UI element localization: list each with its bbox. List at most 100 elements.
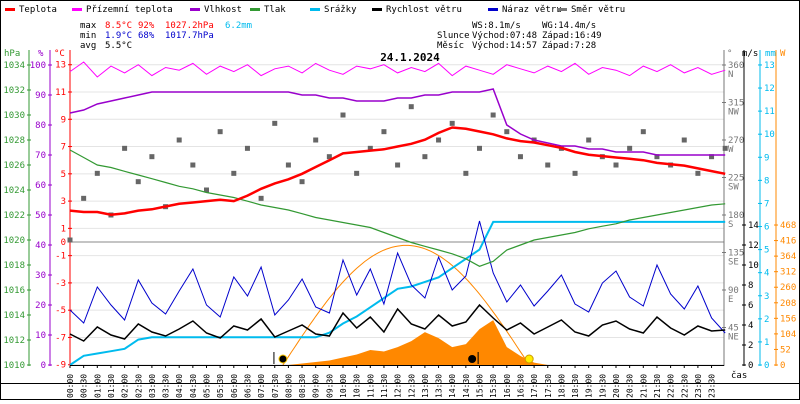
celsius-axis-tick-label: -3	[55, 279, 66, 289]
wind-direction-point	[436, 137, 442, 143]
stat-sun-set: Západ:16:49	[542, 31, 602, 41]
legend-label: Náraz větru	[502, 5, 562, 15]
wind-direction-point	[681, 137, 687, 143]
solar-radiation-area	[70, 320, 726, 365]
rain-axis-tick-label: 6	[764, 223, 769, 233]
wind-direction-point	[586, 137, 592, 143]
x-tick-label: 05:30	[216, 374, 225, 398]
degree-axis-compass-label: NE	[728, 333, 739, 343]
x-tick-label: 15:30	[489, 374, 498, 398]
stat-wg: WG:14.4m/s	[542, 21, 596, 31]
rain-axis-tick-label: 5	[764, 246, 769, 256]
legend: Teplota Přízemní teplota Vlhkost Tlak Srážky…	[5, 5, 625, 15]
x-tick-label: 07:30	[271, 374, 280, 398]
celsius-axis-tick-label: -5	[55, 306, 66, 316]
hpa-axis-tick-label: 1016	[3, 286, 25, 296]
wind-direction-point	[258, 195, 264, 201]
rain-axis-tick-label: 2	[764, 315, 769, 325]
solar-axis-tick-label: 156	[780, 314, 796, 324]
stat-max-label: max	[80, 21, 97, 31]
celsius-axis-tick-label: 11	[55, 88, 66, 98]
solar-axis-tick-label: 260	[780, 283, 796, 293]
wind-axis-tick-label: 14	[748, 221, 759, 231]
wind-direction-point	[122, 145, 128, 151]
legend-swatch	[557, 8, 567, 11]
x-tick-label: 06:00	[230, 374, 239, 398]
x-tick-label: 10:30	[353, 374, 362, 398]
wind-direction-point	[395, 162, 401, 168]
legend-label: Směr větru	[571, 5, 625, 15]
rain-axis-tick-label: 0	[764, 361, 769, 371]
wind-direction-point	[517, 154, 523, 160]
legend-swatch	[372, 8, 382, 11]
celsius-axis-tick-label: 13	[55, 61, 66, 71]
hpa-axis-tick-label: 1012	[3, 336, 25, 346]
solar-axis-tick-label: 364	[780, 252, 796, 262]
rain-axis-tick-label: 8	[764, 176, 769, 186]
x-tick-label: 03:00	[148, 374, 157, 398]
percent-axis-tick-label: 20	[35, 301, 46, 311]
degree-axis-tick-label: 135	[728, 249, 744, 259]
x-tick-label: 13:30	[435, 374, 444, 398]
legend-label: Vlhkost	[204, 5, 242, 15]
hpa-axis-tick-label: 1020	[3, 236, 25, 246]
degree-axis-compass-label: S	[728, 220, 733, 230]
celsius-axis-tick-label: 0	[61, 238, 66, 248]
celsius-axis-tick-label: -7	[55, 333, 66, 343]
solar-axis-tick-label: 416	[780, 237, 796, 247]
x-tick-label: 12:30	[407, 374, 416, 398]
rain-axis-tick-label: 13	[764, 61, 775, 71]
wind-axis-tick-label: 6	[748, 301, 753, 311]
wind-direction-point	[572, 170, 578, 176]
celsius-axis-tick-label: 1	[61, 224, 66, 234]
solar-axis-tick-label: 208	[780, 299, 796, 309]
legend-label: Teplota	[19, 5, 57, 15]
celsius-axis-tick-label: 5	[61, 170, 66, 180]
hpa-axis-unit: hPa	[4, 49, 20, 59]
hpa-axis-tick-label: 1030	[3, 111, 25, 121]
x-tick-label: 11:00	[366, 374, 375, 398]
x-tick-label: 02:00	[121, 374, 130, 398]
solar-axis-tick-label: 312	[780, 268, 796, 278]
pressure-line	[69, 149, 726, 267]
percent-axis-tick-label: 90	[35, 91, 46, 101]
percent-axis-tick-label: 50	[35, 211, 46, 221]
wind-direction-point	[285, 162, 291, 168]
rain-axis-tick-label: 4	[764, 269, 769, 279]
ground-temperature-line	[69, 61, 726, 78]
degree-axis-compass-label: W	[728, 145, 734, 155]
x-tick-label: 14:30	[462, 374, 471, 398]
chart-title: 24.1.2024	[380, 51, 440, 64]
stat-sun-label: Slunce	[437, 31, 470, 41]
clear-sky-radiation-curve	[282, 244, 530, 366]
stat-max-hum: 92%	[138, 21, 155, 31]
x-tick-label: 16:00	[503, 374, 512, 398]
x-tick-label: 03:30	[162, 374, 171, 398]
x-tick-label: 13:00	[421, 374, 430, 398]
degree-axis-compass-label: E	[728, 295, 733, 305]
percent-axis-tick-label: 30	[35, 271, 46, 281]
rain-axis-tick-label: 10	[764, 130, 775, 140]
x-axis-label: čas	[731, 370, 747, 381]
x-tick-label: 18:30	[571, 374, 580, 398]
wind-speed-line	[69, 303, 726, 342]
solar-axis-tick-label: 52	[780, 345, 791, 355]
wind-direction-point	[490, 112, 496, 118]
stats-panel: max 8.5°C 92% 1027.2hPa 6.2mm min 1.9°C 68% 1017…	[80, 21, 602, 51]
x-tick-label: 18:00	[557, 374, 566, 398]
degree-axis-compass-label: NW	[728, 108, 739, 118]
wind-direction-point	[217, 129, 223, 135]
x-tick-label: 23:30	[708, 374, 717, 398]
x-tick-label: 19:30	[598, 374, 607, 398]
x-tick-label: 01:00	[93, 374, 102, 398]
stat-max-rain: 6.2mm	[225, 21, 252, 31]
legend-label: Přízemní teplota	[86, 5, 173, 15]
stat-min-temp: 1.9°C	[105, 31, 132, 41]
wind-direction-point	[613, 162, 619, 168]
legend-swatch	[310, 8, 320, 11]
x-tick-label: 12:00	[394, 374, 403, 398]
wind-direction-point	[299, 179, 305, 185]
degree-axis-tick-label: 45	[728, 324, 739, 334]
x-tick-label: 15:00	[476, 374, 485, 398]
percent-axis-tick-label: 100	[30, 61, 46, 71]
